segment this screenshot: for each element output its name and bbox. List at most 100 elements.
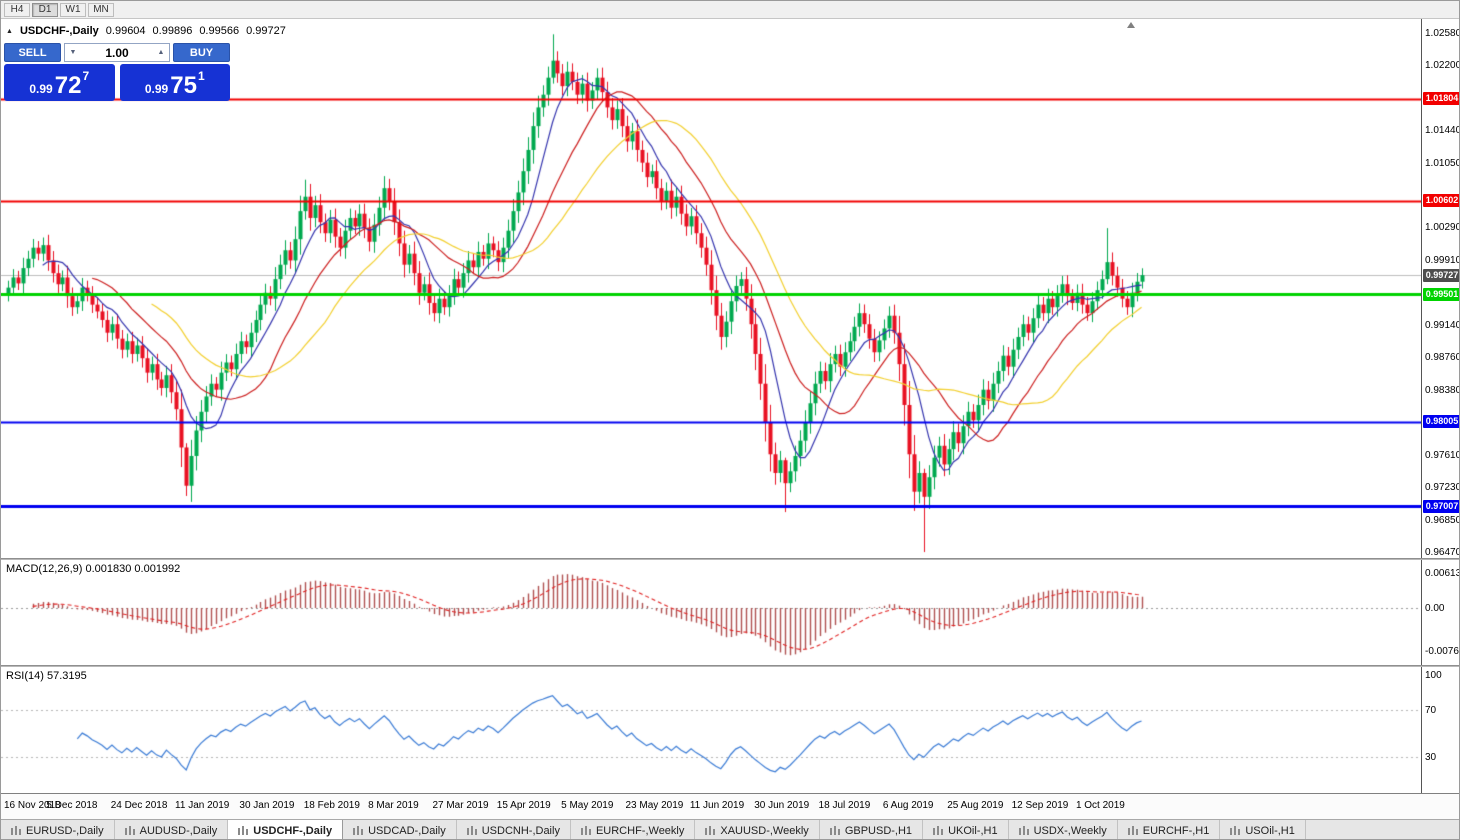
chart-tab-icon <box>829 826 840 835</box>
chart-tab-icon <box>933 826 944 835</box>
date-tick-label: 23 May 2019 <box>625 800 684 811</box>
macd-axis: 0.00613 0.00 -0.00761 <box>1421 560 1460 665</box>
pane-splitter[interactable] <box>1 558 1459 560</box>
rsi-indicator-pane: 100 70 30 RSI(14) 57.3195 <box>1 667 1459 793</box>
price-tick-label: 0.96470 <box>1425 547 1460 559</box>
tab-usdchf-daily[interactable]: USDCHF-,Daily <box>228 820 344 839</box>
pane-splitter[interactable] <box>1 665 1459 667</box>
tab-label: AUDUSD-,Daily <box>139 824 218 837</box>
sell-price-prefix: 0.99 <box>29 82 53 96</box>
chart-tab-icon <box>238 826 249 835</box>
buy-price-display[interactable]: 0.99 75 1 <box>119 64 230 101</box>
date-tick-label: 5 May 2019 <box>561 800 614 811</box>
tab-usdx-weekly[interactable]: USDX-,Weekly <box>1009 820 1118 839</box>
timeframe-w1-button[interactable]: W1 <box>60 2 86 17</box>
chart-tab-icon <box>353 826 364 835</box>
buy-price-big-digits: 75 <box>170 72 197 99</box>
ohlc-open-value: 0.99604 <box>105 25 146 37</box>
tab-eurusd-daily[interactable]: EURUSD-,Daily <box>1 820 115 839</box>
price-tick-label: 0.98760 <box>1425 352 1460 364</box>
tab-label: EURCHF-,Weekly <box>595 824 685 837</box>
tab-label: GBPUSD-,H1 <box>844 824 913 837</box>
price-tick-label: 1.00290 <box>1425 222 1460 234</box>
macd-tick-label: 0.00613 <box>1425 567 1460 579</box>
date-tick-label: 5 Dec 2018 <box>46 800 98 811</box>
price-tick-label: 0.99140 <box>1425 320 1460 332</box>
tab-ukoil-h1[interactable]: UKOil-,H1 <box>923 820 1009 839</box>
tab-eurchf-h1[interactable]: EURCHF-,H1 <box>1118 820 1221 839</box>
ohlc-low-value: 0.99566 <box>199 25 240 37</box>
price-tick-label: 1.01050 <box>1425 157 1460 169</box>
price-tick-label: 1.02580 <box>1425 27 1460 39</box>
date-tick-label: 27 Mar 2019 <box>432 800 489 811</box>
date-tick-label: 16 Nov 2018 <box>4 800 61 811</box>
date-tick-label: 30 Jun 2019 <box>754 800 810 811</box>
tab-xauusd-weekly[interactable]: XAUUSD-,Weekly <box>695 820 820 839</box>
tab-label: USDCHF-,Daily <box>253 824 333 837</box>
date-tick-label: 1 Oct 2019 <box>1075 800 1125 811</box>
rsi-label: RSI(14) 57.3195 <box>6 670 87 682</box>
volume-input[interactable]: 1.00 <box>105 45 129 60</box>
chart-tab-icon <box>580 826 591 835</box>
timeframe-h4-button[interactable]: H4 <box>4 2 30 17</box>
tab-usdcnh-daily[interactable]: USDCNH-,Daily <box>457 820 571 839</box>
chart-shift-marker-icon[interactable] <box>1127 22 1135 28</box>
price-chart-pane: 1.02580 1.02200 1.01440 1.01050 1.00290 0.999… <box>1 19 1460 559</box>
volume-increase-button[interactable]: ▲ <box>157 49 165 56</box>
date-tick-label: 15 Apr 2019 <box>496 800 551 811</box>
date-tick-label: 25 Aug 2019 <box>947 800 1004 811</box>
date-axis: 16 Nov 2018 5 Dec 2018 24 Dec 2018 11 Jan 2… <box>1 793 1459 819</box>
sell-price-display[interactable]: 0.99 72 7 <box>4 64 115 101</box>
sell-button[interactable]: SELL <box>4 43 61 62</box>
price-tick-label: 1.01440 <box>1425 124 1460 136</box>
tab-label: USDX-,Weekly <box>1033 824 1107 837</box>
price-tick-label: 0.99910 <box>1425 254 1460 266</box>
volume-decrease-button[interactable]: ▼ <box>69 49 77 56</box>
chart-tab-icon <box>1018 826 1029 835</box>
price-level-badge-1.00602[interactable]: 1.00602 <box>1423 194 1459 208</box>
price-level-badge-0.97007[interactable]: 0.97007 <box>1423 499 1459 513</box>
macd-indicator-pane: 0.00613 0.00 -0.00761 MACD(12,26,9) 0.0018… <box>1 560 1460 665</box>
macd-canvas[interactable] <box>1 560 1421 665</box>
current-price-badge[interactable]: 0.99727 <box>1423 268 1459 282</box>
date-tick-label: 18 Feb 2019 <box>303 800 360 811</box>
price-axis: 1.02580 1.02200 1.01440 1.01050 1.00290 0.999… <box>1421 19 1460 559</box>
macd-tick-label: -0.00761 <box>1425 646 1459 658</box>
tab-label: UKOil-,H1 <box>948 824 998 837</box>
buy-price-prefix: 0.99 <box>144 82 169 96</box>
tab-usoil-h1[interactable]: USOil-,H1 <box>1220 820 1306 839</box>
collapse-trade-panel-icon[interactable]: ▲ <box>6 27 13 35</box>
tab-usdcad-daily[interactable]: USDCAD-,Daily <box>343 820 457 839</box>
price-level-badge-1.01804[interactable]: 1.01804 <box>1423 92 1459 106</box>
chart-symbol-label: USDCHF-,Daily <box>19 25 99 37</box>
rsi-canvas[interactable] <box>1 667 1421 793</box>
buy-price-pip-digit: 1 <box>197 69 205 83</box>
price-level-badge-0.99501[interactable]: 0.99501 <box>1423 287 1459 301</box>
tab-gbpusd-h1[interactable]: GBPUSD-,H1 <box>820 820 924 839</box>
timeframe-d1-button[interactable]: D1 <box>32 2 58 17</box>
timeframe-mn-button[interactable]: MN <box>88 2 114 17</box>
chart-tab-icon <box>1127 826 1138 835</box>
volume-box: ▼ 1.00 ▲ <box>64 43 170 62</box>
tab-eurchf-weekly[interactable]: EURCHF-,Weekly <box>571 820 696 839</box>
chart-tab-icon <box>11 826 21 835</box>
price-tick-label: 0.98380 <box>1425 384 1460 396</box>
candlestick-chart-canvas[interactable] <box>1 19 1421 558</box>
date-tick-label: 11 Jun 2019 <box>689 800 745 811</box>
buy-button[interactable]: BUY <box>173 43 230 62</box>
date-tick-label: 24 Dec 2018 <box>110 800 168 811</box>
tab-audusd-daily[interactable]: AUDUSD-,Daily <box>115 820 229 839</box>
price-tick-label: 1.02200 <box>1425 59 1460 71</box>
date-tick-label: 11 Jan 2019 <box>175 800 230 811</box>
date-tick-label: 8 Mar 2019 <box>368 800 419 811</box>
chart-tabbar: EURUSD-,Daily AUDUSD-,Daily USDCHF-,Daily U… <box>1 819 1459 839</box>
date-tick-label: 6 Aug 2019 <box>882 800 934 811</box>
price-level-badge-0.98005[interactable]: 0.98005 <box>1423 415 1459 429</box>
chart-tab-icon <box>124 826 135 835</box>
chart-tab-icon <box>705 826 716 835</box>
tab-label: XAUUSD-,Weekly <box>720 824 809 837</box>
rsi-tick-label: 100 <box>1425 669 1442 681</box>
rsi-axis: 100 70 30 <box>1421 667 1459 793</box>
chart-tab-icon <box>466 826 477 835</box>
